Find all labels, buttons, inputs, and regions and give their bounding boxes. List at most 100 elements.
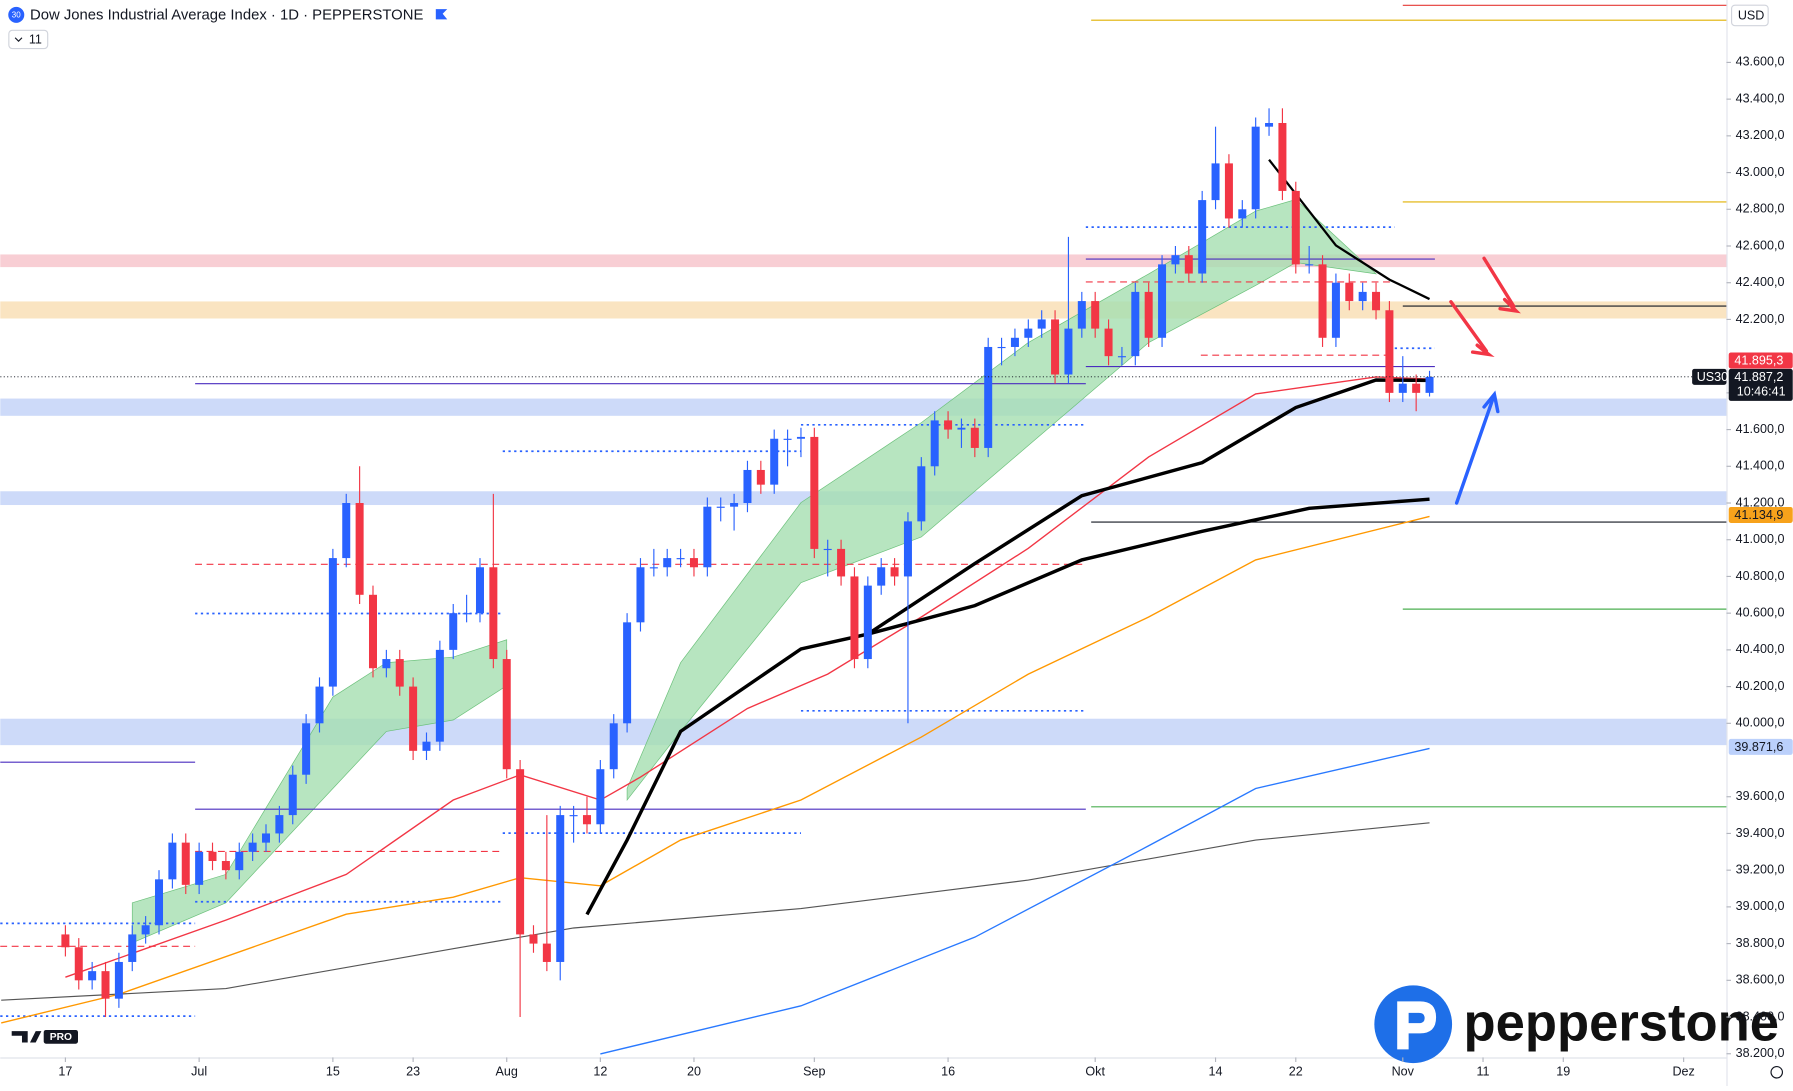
candle-body [1037, 319, 1046, 329]
indicators-toggle[interactable] [8, 29, 49, 50]
brand-name: pepperstone [1464, 993, 1780, 1052]
candle-body [796, 436, 805, 439]
candle-body [1198, 200, 1207, 274]
candle-body [1010, 337, 1019, 347]
candle-body [1425, 376, 1434, 393]
arrow [1449, 300, 1489, 353]
x-tick-label: 20 [687, 1065, 701, 1079]
flag-icon [435, 9, 448, 20]
symbol-badge: 30 [12, 11, 21, 20]
candle-body [382, 659, 391, 669]
candle-body [449, 613, 458, 650]
candle-body [623, 622, 632, 724]
candle-body [850, 576, 859, 660]
y-tick-label: 38.800,0 [1736, 936, 1785, 950]
y-tick-label: 43.000,0 [1736, 165, 1785, 179]
candle-body [409, 686, 418, 751]
candle-body [1051, 319, 1060, 375]
symbol-tag-label: US30 [1697, 370, 1728, 384]
y-tick-label: 39.400,0 [1736, 826, 1785, 840]
candle-body [1278, 122, 1287, 191]
arrow-head [1482, 390, 1500, 414]
candle-body [395, 659, 404, 687]
y-tick-label: 42.200,0 [1736, 312, 1785, 326]
candle-body [877, 567, 886, 586]
candle-body [181, 842, 190, 885]
candle-body [609, 723, 618, 770]
y-tick-label: 39.200,0 [1736, 862, 1785, 876]
candle-body [1117, 356, 1126, 358]
candle-body [663, 558, 672, 568]
y-tick-label: 40.400,0 [1736, 642, 1785, 656]
x-tick-label: Dez [1672, 1065, 1694, 1079]
x-tick-label: 16 [941, 1065, 955, 1079]
candle-body [636, 567, 645, 623]
candle-body [328, 558, 337, 687]
y-tick-label: 43.400,0 [1736, 91, 1785, 105]
candle-body [569, 815, 578, 817]
price-tag-label: 41.887,2 [1734, 370, 1783, 384]
candle-body [1291, 190, 1300, 265]
arrow [1454, 396, 1495, 505]
candle-body [1224, 163, 1233, 219]
candle-body [649, 567, 658, 569]
axes: 43.600,0 43.400,0 43.200,0 43.000,0 42.800,0… [58, 55, 1793, 1079]
candle-body [1024, 328, 1033, 338]
chart-title: Dow Jones Industrial Average Index · 1D … [30, 7, 423, 23]
y-tick-label: 38.600,0 [1736, 973, 1785, 987]
x-tick-label: 19 [1556, 1065, 1570, 1079]
plot [0, 4, 1727, 1055]
candle-body [556, 815, 565, 962]
x-tick-label: Sep [803, 1065, 825, 1079]
candle-body [368, 594, 377, 669]
candle-body [1104, 328, 1113, 357]
currency-button[interactable] [1731, 4, 1769, 27]
price-tag-label: 39.871,6 [1734, 740, 1783, 754]
y-tick-label: 41.600,0 [1736, 422, 1785, 436]
x-tick-label: 14 [1209, 1065, 1223, 1079]
candle-body [542, 943, 551, 962]
moving-average [1, 822, 1430, 1001]
x-tick-label: 11 [1477, 1065, 1490, 1079]
y-tick-label: 39.000,0 [1736, 899, 1785, 913]
settings-button[interactable] [1770, 1065, 1784, 1079]
moving-average [65, 376, 1430, 978]
y-tick-label: 41.400,0 [1736, 459, 1785, 473]
candle-body [1144, 291, 1153, 338]
candle-body [168, 842, 177, 880]
candle-body [1211, 163, 1220, 201]
symbol-badge-bg [8, 6, 25, 23]
candle-body [516, 769, 525, 935]
moving-average [1, 515, 1430, 1024]
brand-mark [1397, 1001, 1437, 1050]
candle-body [1372, 291, 1381, 311]
candle-body [596, 769, 605, 825]
candle-body [248, 842, 257, 852]
symbol-tag [1692, 368, 1727, 385]
candle-body [917, 466, 926, 522]
candle-body [1064, 328, 1073, 375]
candle-body [128, 934, 137, 962]
candle-body [1171, 255, 1180, 265]
x-tick-label: Okt [1085, 1065, 1105, 1079]
price-tag [1728, 506, 1793, 523]
candle-body [114, 961, 123, 999]
candle-body [1184, 255, 1193, 274]
y-tick-label: 43.600,0 [1736, 55, 1785, 69]
y-tick-label: 39.600,0 [1736, 789, 1785, 803]
candle-body [716, 506, 725, 508]
candle-body [355, 503, 364, 595]
candle-body [810, 436, 819, 549]
candle-body [302, 723, 311, 775]
candle-body [970, 427, 979, 448]
y-tick-label: 40.000,0 [1736, 716, 1785, 730]
indicator-count: 11 [29, 32, 42, 46]
y-tick-label: 43.200,0 [1736, 128, 1785, 142]
candle-body [676, 558, 685, 560]
candle-body [997, 346, 1006, 349]
candle-body [863, 585, 872, 660]
candle-body [61, 934, 70, 948]
y-tick-label: 38.400,0 [1736, 1009, 1785, 1023]
